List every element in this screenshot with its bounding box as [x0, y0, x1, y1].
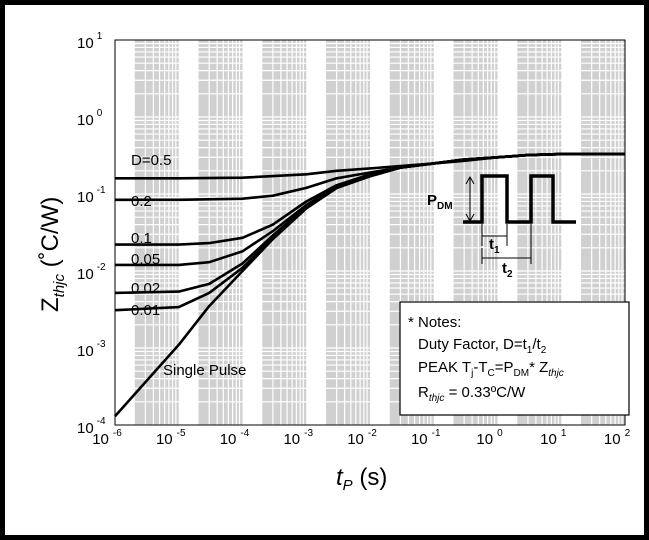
- x-tick-label: 10 -1: [411, 428, 441, 448]
- curve-label-002: 0.02: [131, 280, 160, 297]
- curve-label-01: 0.1: [131, 230, 152, 247]
- curve-series-6: [114, 152, 625, 418]
- y-tick-label: 10 -1: [77, 185, 106, 206]
- curve-label-02: 0.2: [131, 193, 152, 210]
- notes-box-border: [399, 301, 630, 416]
- t1-marker: [481, 224, 508, 246]
- pdm-label: PDM: [427, 192, 453, 212]
- y-tick-label: 10 1: [77, 31, 103, 52]
- x-tick-labels: 10 -6 10 -5 10 -4 10 -3 10 -2 10 -1 10 0 10 1 10 2: [92, 428, 630, 448]
- notes-rthjc: Rthjc = 0.33ºC/W: [418, 384, 526, 404]
- decade-band: [197, 40, 243, 425]
- curve-label-single-pulse: Single Pulse: [163, 362, 246, 379]
- decade-band: [134, 40, 179, 425]
- t2-marker: [481, 224, 532, 264]
- y-axis-title: Zthjc (˚C/W): [37, 197, 68, 312]
- x-axis-title: tP (s): [336, 464, 387, 494]
- x-tick-label: 10 -5: [156, 428, 186, 448]
- pulse-inset: PDM t1 t2: [427, 174, 576, 280]
- notes-peak: PEAK Tj-TC=PDM* Zthjc: [418, 359, 564, 379]
- curve-label-d05: D=0.5: [131, 152, 171, 169]
- curve-label-001: 0.01: [131, 302, 160, 319]
- x-tick-label: 10 -6: [92, 428, 122, 448]
- plot-border: [114, 39, 626, 426]
- x-tick-label: 10 -3: [283, 428, 313, 448]
- decade-bands: [134, 40, 625, 425]
- x-tick-label: 10 -4: [220, 428, 250, 448]
- curve-label-005: 0.05: [131, 251, 160, 268]
- curves: [114, 152, 625, 418]
- x-tick-label: 10 2: [604, 428, 631, 448]
- t2-label: t2: [502, 260, 513, 280]
- pulse-waveform: [463, 174, 576, 224]
- x-tick-label: 10 0: [476, 428, 503, 448]
- y-tick-label: 10 -4: [77, 416, 106, 437]
- y-tick-label: 10 -2: [77, 262, 106, 283]
- pdm-arrow: [465, 175, 475, 223]
- decade-band: [325, 40, 370, 425]
- notes-heading: * Notes:: [408, 314, 461, 331]
- notes-duty-factor: Duty Factor, D=t1/t2: [418, 336, 547, 356]
- x-tick-label: 10 1: [540, 428, 567, 448]
- y-tick-label: 10 0: [77, 108, 103, 129]
- x-tick-label: 10 -2: [347, 428, 377, 448]
- notes-box: * Notes: Duty Factor, D=t1/t2 PEAK Tj-TC…: [399, 301, 630, 416]
- t1-label: t1: [489, 236, 500, 256]
- y-tick-label: 10 -3: [77, 339, 106, 360]
